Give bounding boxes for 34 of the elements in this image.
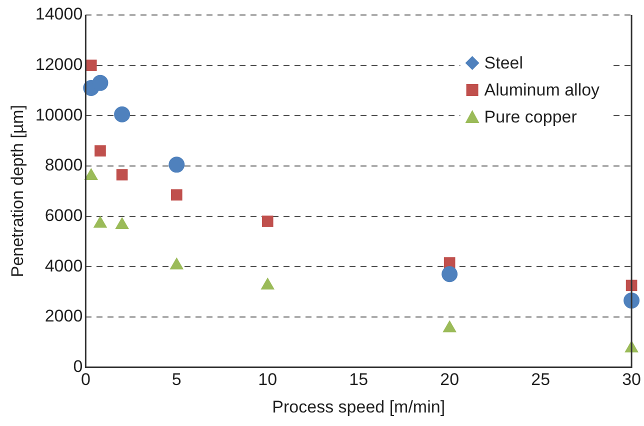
point	[115, 217, 129, 230]
y-tick-label: 10000	[35, 105, 83, 124]
point	[442, 320, 457, 332]
point	[94, 145, 106, 157]
legend-label: Aluminum alloy	[484, 80, 600, 100]
x-tick-label: 20	[440, 370, 460, 390]
x-tick-label: 10	[258, 370, 278, 390]
point	[260, 277, 275, 290]
point	[84, 168, 98, 180]
point	[170, 189, 182, 201]
legend-label: Steel	[484, 54, 524, 73]
x-tick-label: 5	[172, 370, 182, 390]
y-axis-title: Penetration depth [µm]	[8, 104, 27, 278]
y-tick-label: 2000	[44, 306, 83, 326]
y-tick-label: 0	[73, 356, 83, 376]
x-tick-label: 25	[531, 370, 550, 390]
legend-label: Pure copper	[484, 108, 578, 127]
point	[262, 216, 274, 227]
point	[92, 74, 108, 91]
x-tick-label: 15	[349, 370, 368, 390]
point	[85, 60, 97, 71]
y-tick-label: 4000	[44, 256, 83, 276]
point	[116, 169, 128, 180]
y-tick-label: 14000	[35, 4, 83, 24]
x-axis-title: Process speed [m/min]	[272, 397, 446, 416]
point	[168, 156, 185, 173]
y-tick-label: 6000	[44, 206, 83, 225]
point	[170, 257, 184, 270]
point	[442, 266, 458, 282]
x-tick-label: 30	[622, 370, 642, 390]
point	[114, 106, 130, 122]
y-tick-label: 12000	[35, 55, 83, 74]
point	[93, 216, 108, 228]
y-tick-label: 8000	[44, 156, 83, 175]
